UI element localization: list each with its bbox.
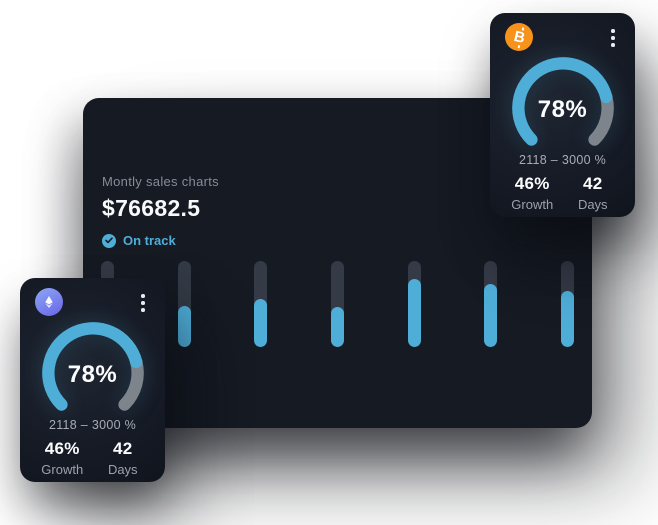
bar-track: [177, 261, 191, 347]
bar-fill: [484, 284, 498, 347]
stat-growth: 46% Growth: [32, 439, 93, 477]
stat-days-value: 42: [112, 439, 133, 458]
sales-bar-chart: [101, 261, 574, 347]
status-on-track: On track: [102, 233, 219, 248]
ethereum-icon: [35, 288, 63, 316]
bar-fill: [254, 298, 268, 347]
stat-days-value: 42: [582, 174, 603, 193]
bar-track: [330, 261, 344, 347]
stat-days-label: Days: [577, 197, 608, 212]
stat-growth-label: Growth: [511, 197, 554, 212]
sales-subtitle: Montly sales charts: [102, 174, 219, 189]
stat-days: 42 Days: [93, 439, 154, 477]
bar-fill: [560, 291, 574, 347]
progress-gauge: [41, 322, 144, 411]
gauge-percent-label: 78%: [67, 361, 118, 388]
bar-track: [407, 261, 421, 347]
stat-growth-value: 46%: [514, 174, 550, 193]
bar-fill: [177, 305, 191, 347]
kebab-menu-icon[interactable]: [603, 25, 623, 51]
stats-row: 46% Growth 42 Days: [32, 439, 153, 477]
ethereum-card: 78% 2118 – 3000 % 46% Growth 42 Days: [20, 278, 165, 482]
stat-growth-label: Growth: [41, 462, 84, 477]
bar-track: [254, 261, 268, 347]
stat-growth-value: 46%: [44, 439, 80, 458]
bar-fill: [330, 306, 344, 347]
status-label: On track: [123, 233, 176, 248]
gauge-range-label: 2118 – 3000 %: [518, 153, 607, 167]
kebab-menu-icon[interactable]: [133, 290, 153, 316]
bitcoin-card: B 78% 2118 – 3000 % 46% Growth 42 Days: [490, 13, 635, 217]
check-circle-icon: [102, 233, 116, 248]
stat-days: 42 Days: [563, 174, 624, 212]
gauge-range-label: 2118 – 3000 %: [48, 418, 137, 432]
stat-growth: 46% Growth: [502, 174, 563, 212]
gauge-percent-label: 78%: [537, 96, 588, 123]
sales-amount: $76682.5: [102, 195, 201, 221]
sales-header: Montly sales charts $76682.5 On track: [102, 174, 219, 248]
stats-row: 46% Growth 42 Days: [502, 174, 623, 212]
stat-days-label: Days: [107, 462, 138, 477]
bar-track: [484, 261, 498, 347]
bar-track: [560, 261, 574, 347]
progress-gauge: [511, 57, 614, 146]
bitcoin-icon: B: [505, 23, 533, 51]
bar-fill: [407, 279, 421, 347]
